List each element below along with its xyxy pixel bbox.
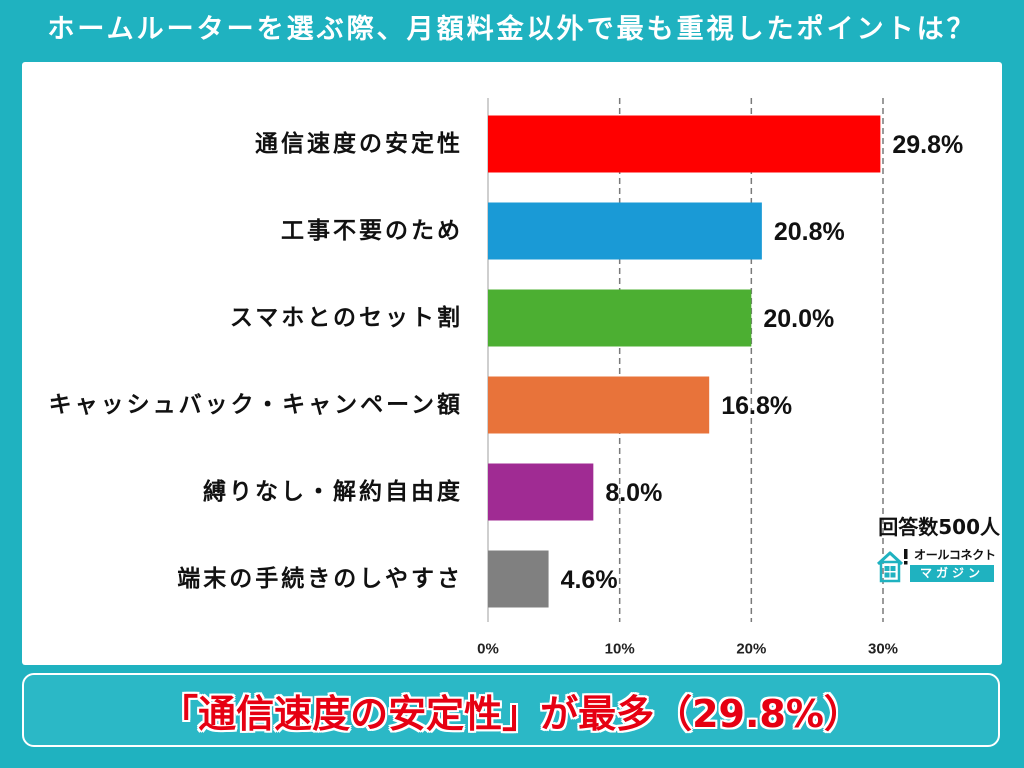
x-tick-label: 20% xyxy=(736,641,766,658)
logo: オールコネクト マガジン xyxy=(876,545,998,585)
value-label: 8.0% xyxy=(605,479,662,507)
value-label: 4.6% xyxy=(561,566,618,594)
logo-subname: マガジン xyxy=(910,565,994,582)
bar xyxy=(488,289,752,347)
gridlines xyxy=(618,98,884,622)
category-label: 縛りなし・解約自由度 xyxy=(203,478,463,505)
summary-text: 「通信速度の安定性」が最多（29.8%） xyxy=(160,691,862,736)
category-label: 工事不要のため xyxy=(281,218,463,244)
logo-name: オールコネクト xyxy=(914,548,996,562)
category-label: 端末の手続きのしやすさ xyxy=(177,565,463,592)
respondent-count: 回答数500人 xyxy=(878,515,1000,539)
x-tick-label: 30% xyxy=(868,641,898,658)
category-label: キャッシュバック・キャンペーン額 xyxy=(49,391,463,418)
bar xyxy=(488,463,594,521)
x-tick-label: 0% xyxy=(477,641,499,658)
chart-title: ホームルーターを選ぶ際、月額料金以外で最も重視したポイントは？ xyxy=(47,14,977,45)
summary-banner: 「通信速度の安定性」が最多（29.8%） xyxy=(22,673,1000,747)
value-label: 20.8% xyxy=(774,218,845,246)
bar xyxy=(488,115,881,173)
category-label: 通信速度の安定性 xyxy=(255,130,463,157)
house-icon xyxy=(876,549,908,583)
bar xyxy=(488,376,710,434)
value-label: 20.0% xyxy=(763,305,834,333)
bar xyxy=(488,202,762,260)
value-label: 16.8% xyxy=(721,392,792,420)
bar xyxy=(488,550,549,608)
category-label: スマホとのセット割 xyxy=(230,304,463,331)
x-tick-label: 10% xyxy=(605,641,635,658)
value-label: 29.8% xyxy=(892,131,963,159)
